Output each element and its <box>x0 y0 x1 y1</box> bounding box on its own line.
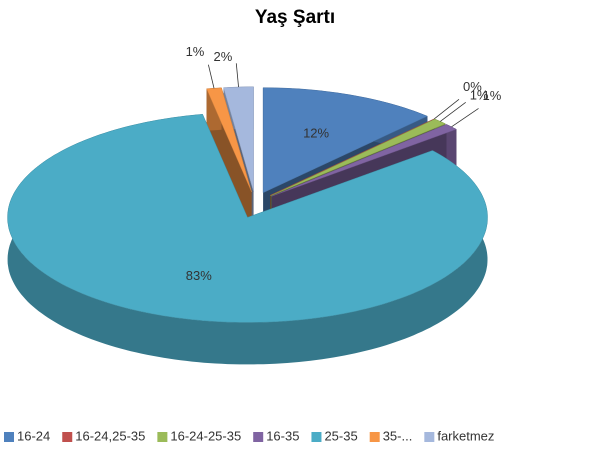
leader-line <box>451 108 479 128</box>
data-label: 12% <box>303 126 329 141</box>
data-label: 1% <box>186 44 205 59</box>
legend-swatch <box>4 432 14 442</box>
data-label: 0% <box>463 79 482 94</box>
data-label: 1% <box>470 88 489 103</box>
slice-side <box>446 124 457 172</box>
slice <box>7 114 488 323</box>
data-label: 2% <box>213 49 232 64</box>
legend-label: 16-24 <box>17 428 50 443</box>
legend-swatch <box>369 432 380 442</box>
legend-swatch <box>62 432 73 442</box>
leader-line <box>235 63 239 88</box>
leader-line <box>207 64 215 89</box>
legend-label: 16-24-25-35 <box>170 428 241 443</box>
legend-swatch <box>253 432 264 442</box>
legend-label: farketmez <box>437 428 494 443</box>
data-label: 1% <box>483 88 502 103</box>
legend-label: 25-35 <box>324 428 357 443</box>
leader-line <box>440 101 466 122</box>
data-label: 83% <box>186 268 212 283</box>
legend-label: 35-... <box>383 428 413 443</box>
leader-line <box>434 99 460 120</box>
legend-swatch <box>157 432 168 442</box>
legend-swatch <box>311 432 322 442</box>
legend-label: 16-35 <box>266 428 299 443</box>
slice <box>262 87 429 194</box>
legend-label: 16-24,25-35 <box>75 428 145 443</box>
legend-swatch <box>424 432 435 442</box>
chart-title: Yaş Şartı <box>255 7 335 28</box>
